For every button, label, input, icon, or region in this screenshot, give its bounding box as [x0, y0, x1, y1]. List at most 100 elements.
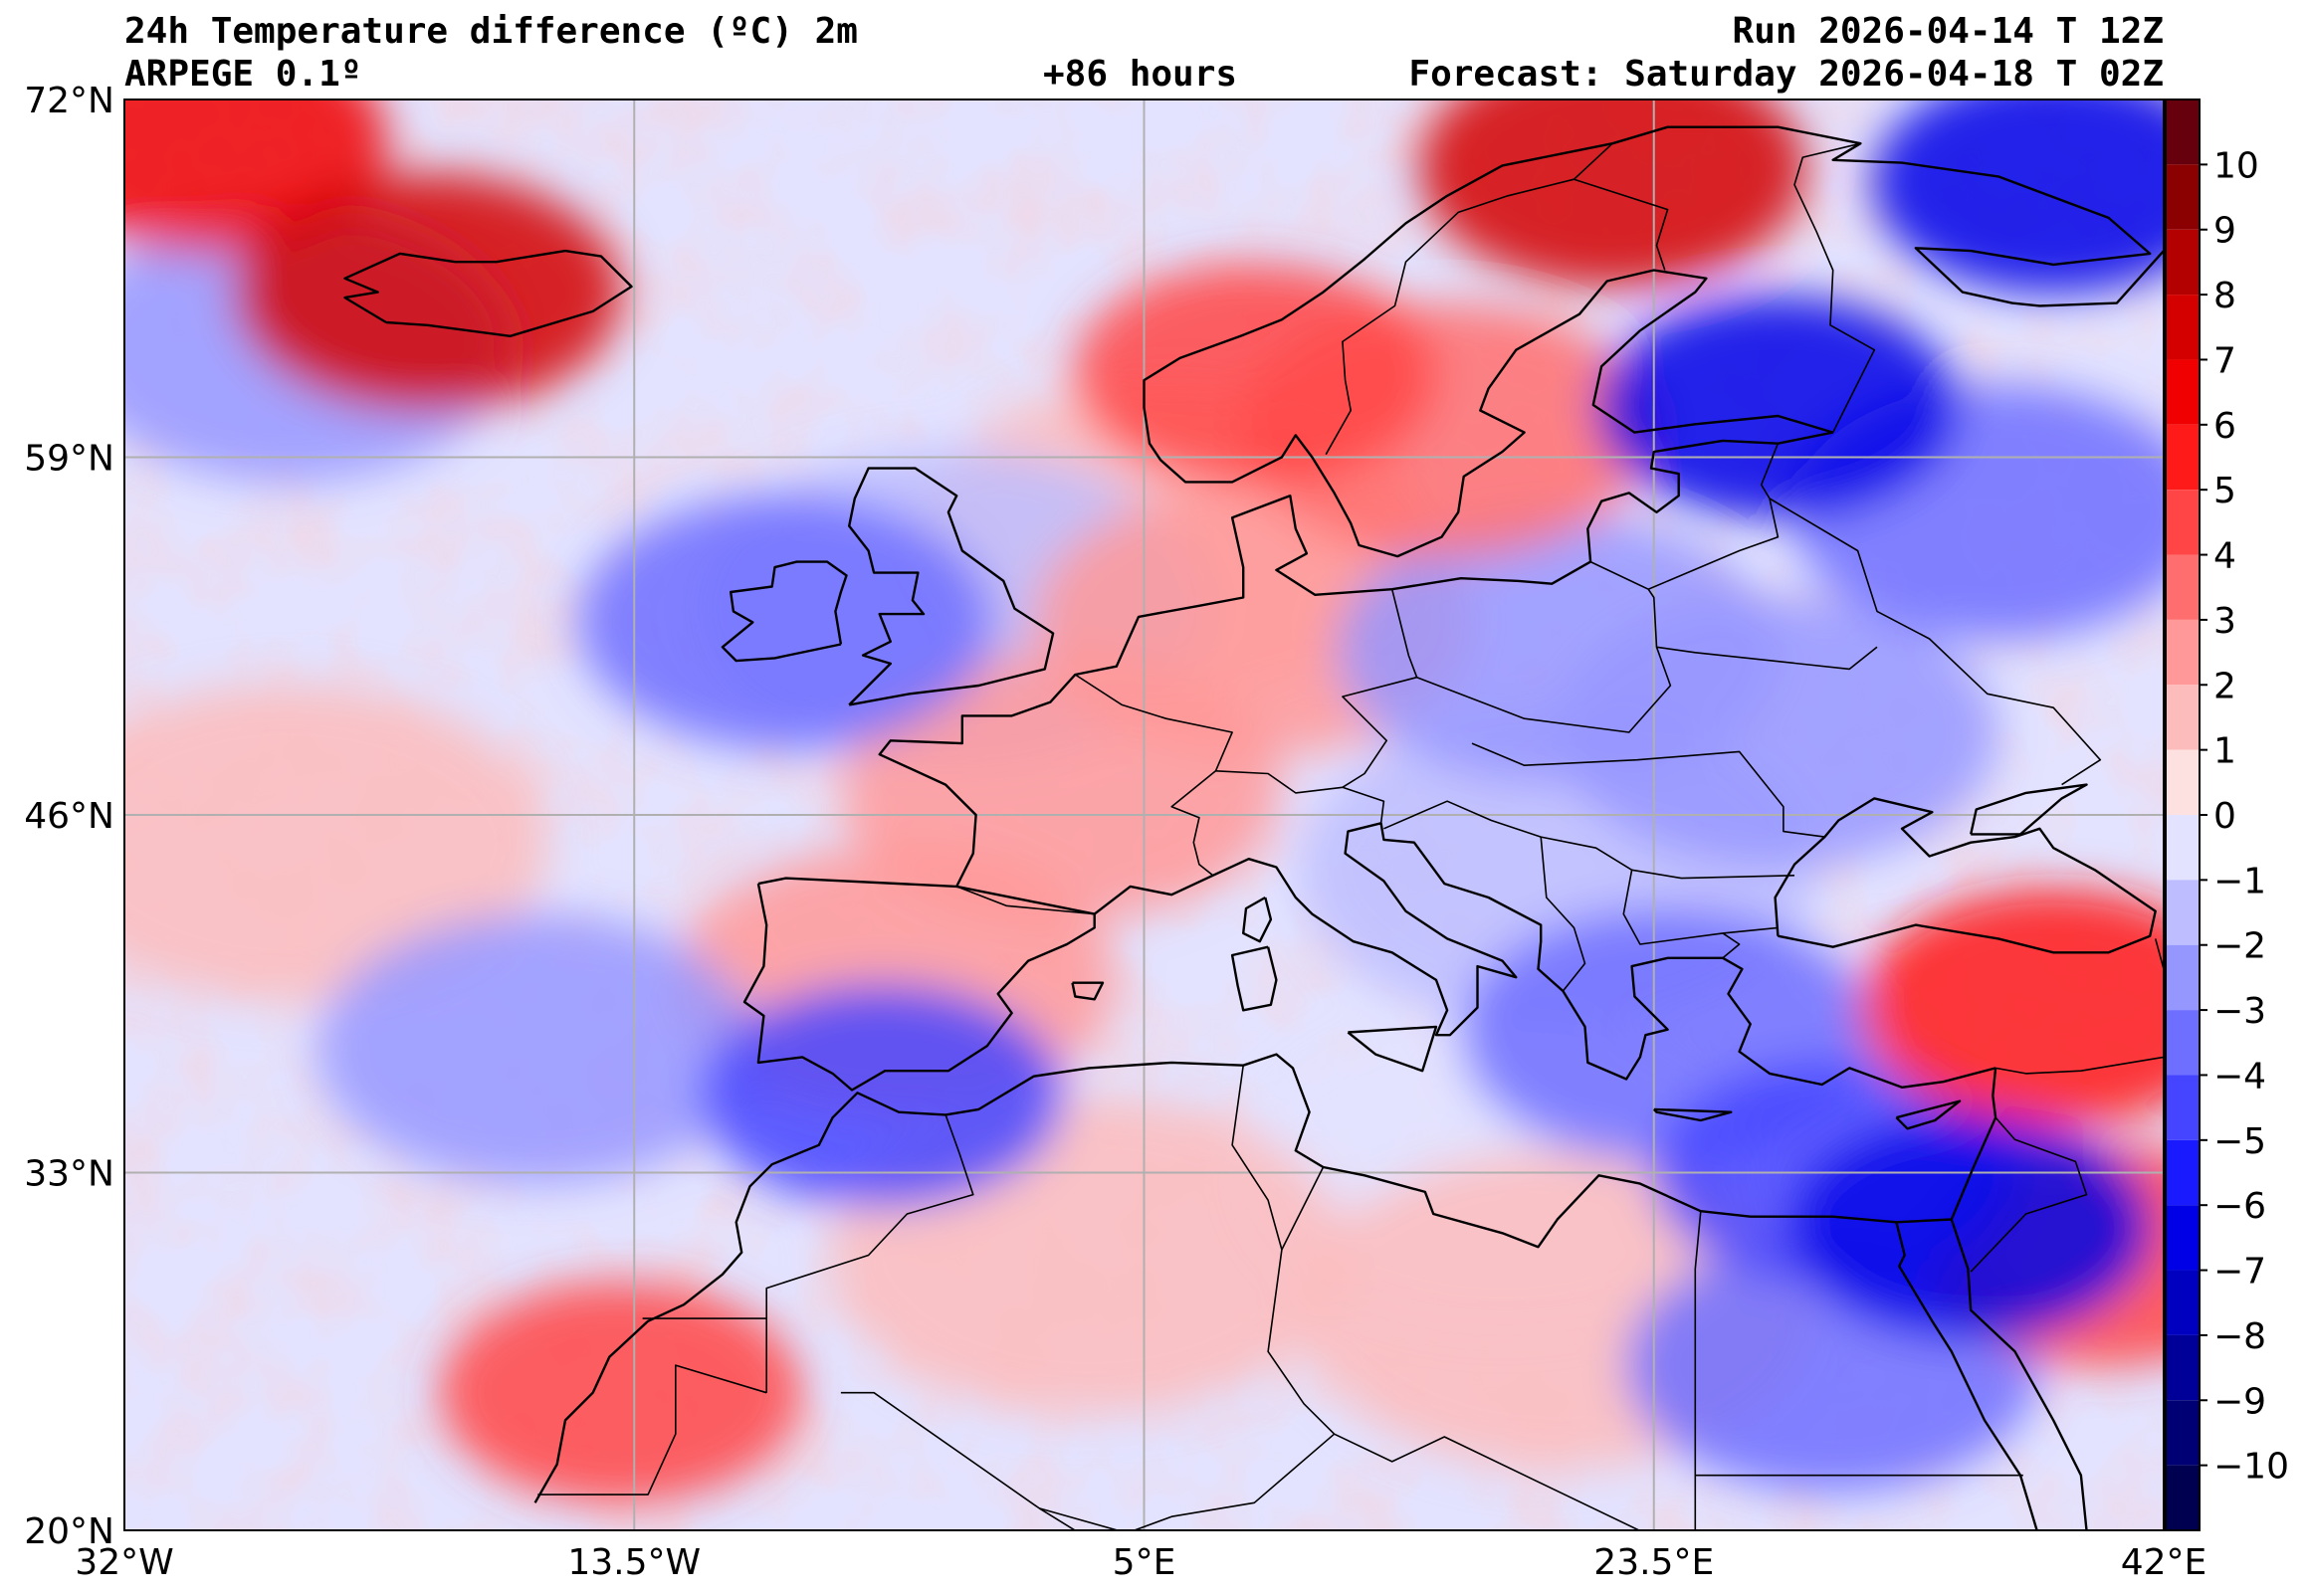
anomaly-turkey-warm [1859, 888, 2164, 1127]
colorbar-segment [2166, 815, 2200, 881]
coastline-sea-of-azov [1970, 783, 2088, 836]
lat-tick-label: 33°N [24, 1154, 114, 1195]
lon-tick-label: 42°E [2121, 1542, 2207, 1583]
colorbar-segment [2166, 1139, 2200, 1206]
coastline-sardinia [1230, 945, 1278, 1012]
anomaly-iceland-warm [233, 172, 622, 412]
colorbar-tick-label: −8 [2213, 1316, 2266, 1357]
colorbar-segment [2166, 1465, 2200, 1530]
border-turkey-east [2154, 938, 2164, 970]
colorbar-segment [2166, 944, 2200, 1011]
border-algeria-mali [840, 1391, 1121, 1530]
forecast-time-label: Forecast: Saturday 2026-04-18 T 02Z [1408, 54, 2164, 95]
anomaly-barents-cold [1872, 100, 2164, 294]
border-finland-russia [1793, 142, 1876, 433]
anomaly-baltic-cold [1596, 296, 1960, 519]
colorbar-segment [2166, 490, 2200, 555]
anomaly-scandinavia-warm [1073, 263, 1436, 487]
border-belarus-russia [1769, 498, 2102, 786]
colorbar-segment [2166, 164, 2200, 230]
anomaly-gibraltar-cold [701, 984, 1064, 1208]
border-morocco-algeria [765, 1114, 974, 1393]
border-danube [1471, 742, 1825, 838]
border-libya-chad [1334, 1433, 1641, 1530]
coastline-corsica [1242, 896, 1273, 943]
colorbar-segment [2166, 1400, 2200, 1466]
colorbar-tick-label: 1 [2213, 731, 2236, 772]
colorbar-tick-label: −1 [2213, 861, 2266, 901]
colorbar-segment [2166, 554, 2200, 620]
map-area [124, 100, 2164, 1530]
colorbar-tick-label: 9 [2213, 211, 2236, 252]
colorbar-segment [2166, 229, 2200, 296]
border-balkan-2 [1540, 837, 1586, 992]
coastline-baltic-south [1391, 431, 1833, 591]
border-germany-east [1342, 589, 1418, 788]
lon-tick-label: 13.5°W [567, 1542, 701, 1583]
coastline-iceland [343, 249, 633, 337]
colorbar-segment [2166, 1075, 2200, 1140]
border-syria-turkey [1994, 1056, 2164, 1075]
border-france-east [1074, 674, 1233, 877]
model-label: ARPEGE 0.1º [124, 54, 362, 95]
colorbar-tick-label: −3 [2213, 991, 2266, 1032]
border-ukraine-poland [1656, 646, 1878, 671]
colorbar-segment [2166, 1205, 2200, 1271]
border-balkan-1 [1383, 800, 1779, 945]
lon-tick-label: 32°W [75, 1542, 173, 1583]
colorbar-tick-label: −2 [2213, 926, 2266, 967]
lon-tick-label: 23.5°E [1593, 1542, 1714, 1583]
lat-tick-label: 20°N [24, 1511, 114, 1552]
map-frame [123, 99, 2165, 1531]
border-baltic-east [1647, 443, 1780, 590]
border-pyrenees [955, 886, 1095, 915]
country-borders [537, 142, 2164, 1530]
anomaly-azores-cold [317, 913, 758, 1185]
colorbar-tick-label: −7 [2213, 1252, 2266, 1293]
colorbar-segment [2166, 619, 2200, 686]
colorbar-tick-label: 0 [2213, 796, 2236, 837]
border-sweden-finland [1573, 142, 1669, 271]
colorbar-segment [2166, 1334, 2200, 1401]
coastlines [343, 125, 2164, 1530]
border-mauritania [537, 1364, 767, 1496]
border-alps [1215, 770, 1385, 824]
anomaly-layer [124, 100, 2164, 1504]
anomaly-west-africa-coast-warm [439, 1281, 802, 1504]
colorbar-tick-label: 6 [2213, 406, 2236, 447]
coastline-iberia [742, 877, 1096, 1092]
lat-tick-label: 46°N [24, 796, 114, 837]
colorbar-tick-label: 10 [2213, 145, 2259, 186]
colorbar-tick-label: −4 [2213, 1056, 2266, 1097]
colorbar-segment [2166, 295, 2200, 360]
coastline-red-sea [1895, 1222, 2038, 1530]
lat-tick-label: 59°N [24, 439, 114, 480]
colorbar-tick-label: 2 [2213, 666, 2236, 706]
coastline-norway [1143, 125, 2164, 484]
coastline-med-north [1093, 822, 1996, 1089]
colorbar-segment [2166, 359, 2200, 425]
coastline-ireland [721, 560, 848, 663]
colorbar-segment [2166, 100, 2200, 165]
colorbar-segment [2166, 424, 2200, 491]
border-niger-south [1038, 1433, 1336, 1530]
anomaly-ireland-cold [578, 495, 993, 750]
coastline-crete [1652, 1107, 1733, 1122]
border-levant-inland [1970, 1116, 2088, 1273]
lead-time-label: +86 hours [1043, 54, 1238, 95]
border-central-east [1416, 560, 1672, 733]
border-sweden-norway [1325, 178, 1574, 456]
coastline-cyprus [1895, 1099, 1962, 1130]
latitude-tick-labels: 72°N 59°N 46°N 33°N 20°N [24, 81, 114, 1552]
colorbar-tick-label: 3 [2213, 601, 2236, 642]
colorbar-tick-label: −9 [2213, 1381, 2266, 1422]
colorbar-tick-label: −6 [2213, 1186, 2266, 1227]
coastline-britain [848, 467, 1055, 706]
anomaly-atlantic-warm [124, 683, 549, 1002]
colorbar-tick-label: 7 [2213, 340, 2236, 381]
coastline-baleares [1071, 981, 1105, 1001]
map-title: 24h Temperature difference (ºC) 2m [124, 11, 858, 52]
coastline-sinai-east [1950, 1219, 2088, 1530]
